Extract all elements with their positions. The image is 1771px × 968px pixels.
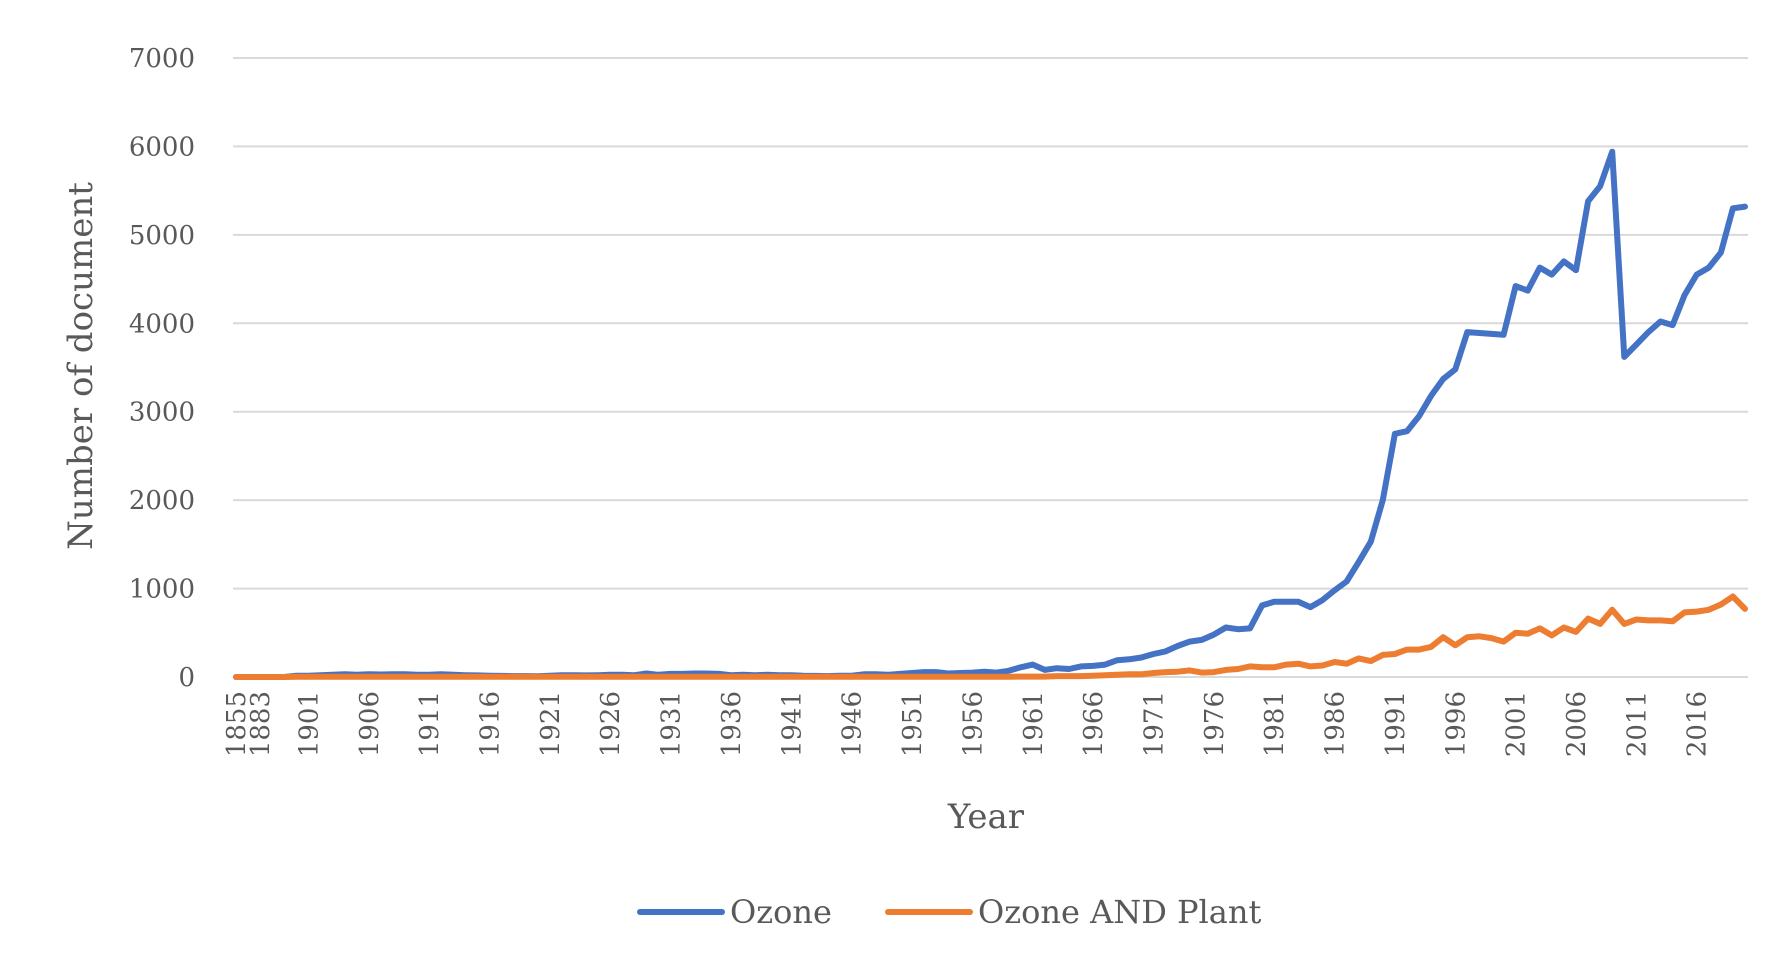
legend-label-0: Ozone [730,893,832,931]
x-tick-label: 1921 [536,691,566,757]
x-tick-label: 1883 [246,691,276,757]
series-line-1 [233,593,1748,680]
x-tick-label: 2006 [1562,691,1592,757]
y-axis-tick-labels: 0 1000 2000 3000 4000 5000 6000 7000 [129,44,195,693]
y-axis-title: Number of document [61,182,101,550]
x-tick-label: 1971 [1139,691,1169,757]
x-tick-label: 1906 [355,691,385,757]
x-tick-label: 1855 [222,691,252,757]
x-tick-label: 2016 [1683,691,1713,757]
series-lines [233,148,1748,680]
x-tick-label: 1991 [1381,691,1411,757]
x-tick-label: 1976 [1200,691,1230,757]
x-tick-label: 2001 [1502,691,1532,757]
x-axis-title: Year [947,797,1025,837]
x-tick-label: 1926 [596,691,626,757]
y-tick-label: 5000 [129,221,195,251]
x-tick-label: 1901 [294,691,324,757]
x-tick-label: 1911 [415,691,445,757]
y-tick-label: 2000 [129,486,195,516]
x-tick-label: 1996 [1441,691,1471,757]
y-tick-label: 1000 [129,575,195,605]
y-tick-label: 4000 [129,309,195,339]
x-tick-label: 1936 [717,691,747,757]
x-tick-label: 1966 [1079,691,1109,757]
x-tick-label: 1956 [958,691,988,757]
y-tick-label: 6000 [129,132,195,162]
x-tick-label: 1931 [657,691,687,757]
y-tick-label: 3000 [129,398,195,428]
legend: Ozone Ozone AND Plant [637,893,1261,931]
y-tick-label: 0 [178,663,195,693]
x-tick-label: 1961 [1019,691,1049,757]
x-tick-label: 2011 [1622,691,1652,757]
x-tick-label: 1951 [898,691,928,757]
y-tick-label: 7000 [129,44,195,74]
x-tick-label: 1981 [1260,691,1290,757]
gridlines [233,57,1748,678]
legend-label-1: Ozone AND Plant [978,893,1261,931]
series-line-0 [233,148,1748,680]
x-tick-label: 1941 [777,691,807,757]
x-tick-label: 1986 [1321,691,1351,757]
x-tick-label: 1946 [838,691,868,757]
x-tick-label: 1916 [476,691,506,757]
